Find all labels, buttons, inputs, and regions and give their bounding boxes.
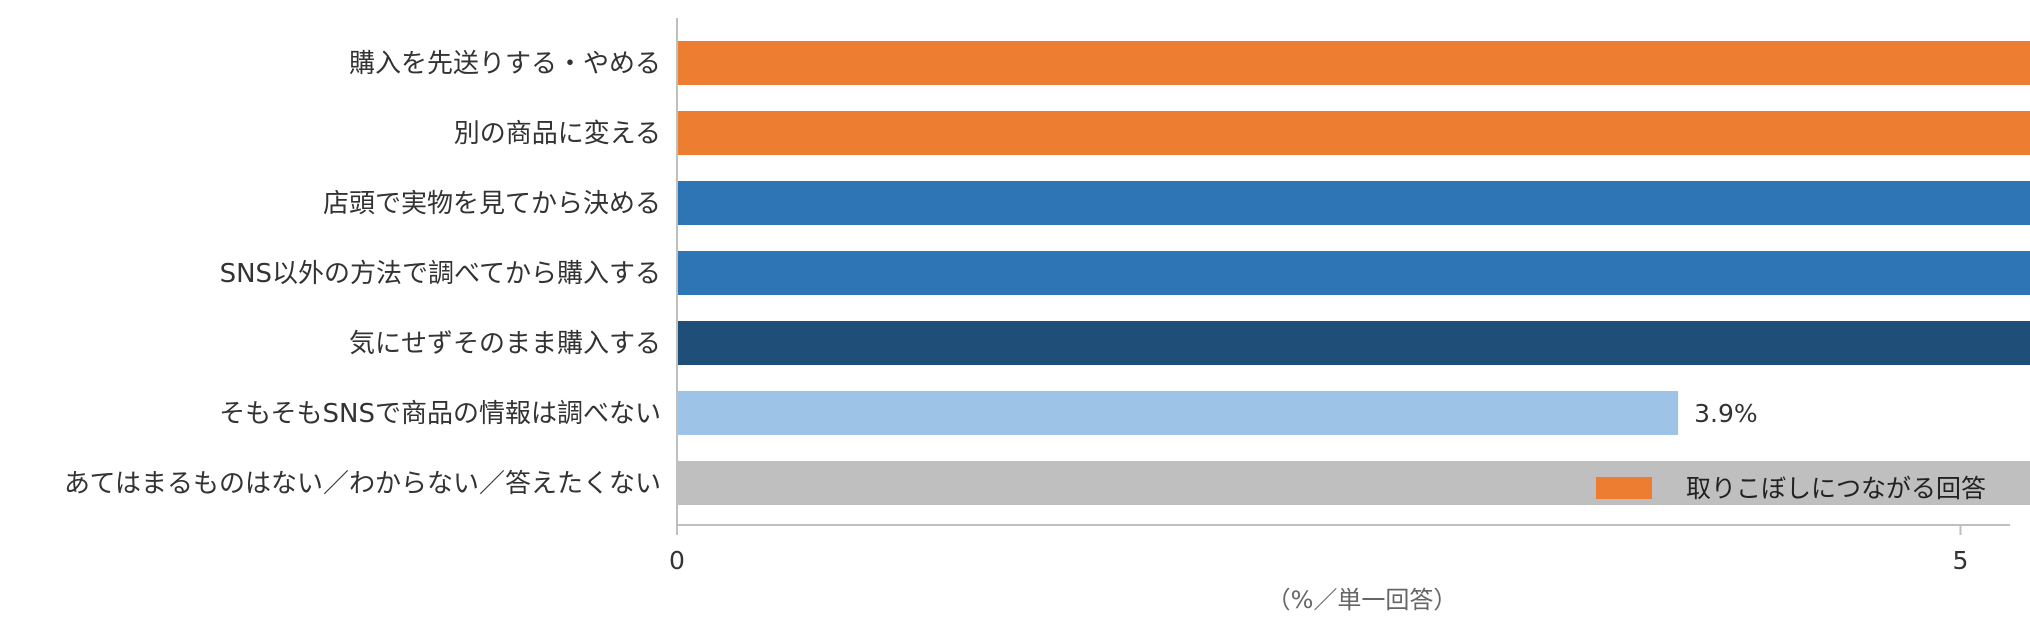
category-label-3: SNS以外の方法で調べてから購入する xyxy=(220,259,661,289)
value-label-5: 3.9% xyxy=(1694,399,1758,428)
bars-group xyxy=(677,41,2030,505)
bar-4 xyxy=(677,321,2030,365)
legend: 取りこぼしにつながる回答 xyxy=(1596,474,1986,503)
bar-6 xyxy=(677,461,2030,505)
category-label-2: 店頭で実物を見てから決める xyxy=(323,189,661,219)
category-label-6: あてはまるものはない／わからない／答えたくない xyxy=(64,469,661,499)
bar-3 xyxy=(677,251,2030,295)
legend-label: 取りこぼしにつながる回答 xyxy=(1686,474,1986,503)
category-label-1: 別の商品に変える xyxy=(454,119,661,149)
legend-swatch xyxy=(1596,477,1652,499)
bar-1 xyxy=(677,111,2030,155)
x-tick-label-0: 0 xyxy=(669,546,685,575)
bar-2 xyxy=(677,181,2030,225)
value-labels-group: 20.5%17.3%16.7%16.4%12.2%3.9%13.1% xyxy=(1694,399,1758,428)
x-axis-label: （%／単一回答） xyxy=(1267,586,1458,614)
category-label-4: 気にせずそのまま購入する xyxy=(349,329,661,359)
x-ticks-group: 0510152025 xyxy=(669,525,1969,575)
category-label-5: そもそもSNSで商品の情報は調べない xyxy=(219,399,661,429)
bar-0 xyxy=(677,41,2030,85)
bar-5 xyxy=(677,391,1679,435)
category-label-0: 購入を先送りする・やめる xyxy=(349,49,661,79)
x-tick-label-1: 5 xyxy=(1953,546,1969,575)
